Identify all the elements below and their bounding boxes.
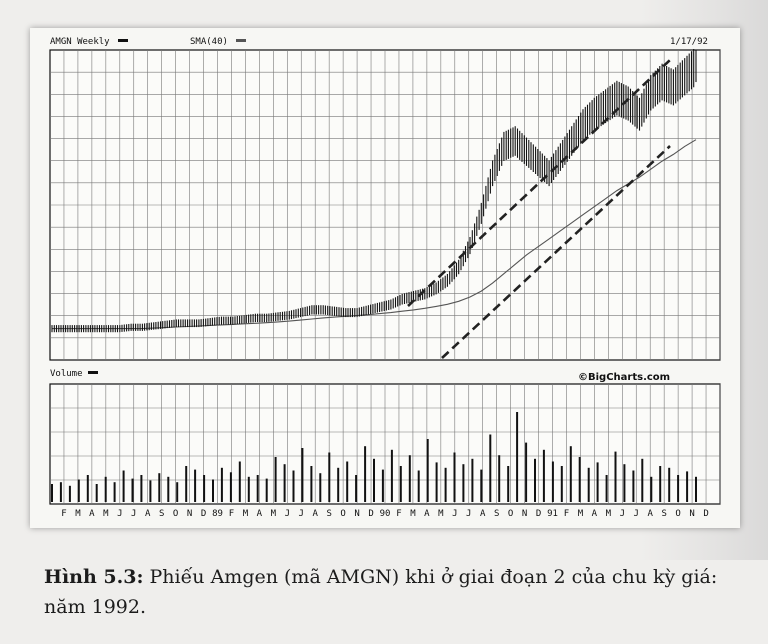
x-tick-label: F — [564, 509, 569, 519]
x-tick-label: A — [257, 509, 263, 519]
sma-legend-swatch — [236, 39, 246, 42]
x-tick-label: A — [424, 509, 430, 519]
x-tick-label: A — [89, 509, 95, 519]
price-legend-swatch — [118, 39, 128, 42]
x-tick-label: J — [299, 509, 304, 519]
x-tick-label: O — [340, 509, 345, 519]
x-tick-label: F — [396, 509, 401, 519]
x-tick-label: F — [61, 509, 66, 519]
x-tick-label: M — [243, 509, 249, 519]
x-tick-label: J — [620, 509, 625, 519]
x-tick-label: A — [480, 509, 486, 519]
x-tick-label: A — [312, 509, 318, 519]
x-tick-label: D — [368, 509, 373, 519]
x-tick-label: D — [201, 509, 206, 519]
x-tick-label: 90 — [380, 509, 391, 519]
x-tick-label: J — [452, 509, 457, 519]
source-credit: ©BigCharts.com — [578, 372, 670, 383]
x-tick-label: J — [131, 509, 136, 519]
x-tick-label: D — [703, 509, 708, 519]
x-tick-label: M — [410, 509, 416, 519]
x-tick-label: N — [689, 509, 694, 519]
x-tick-label: S — [159, 509, 164, 519]
caption-text: Phiếu Amgen (mã AMGN) khi ở giai đoạn 2 … — [44, 566, 718, 618]
x-tick-label: M — [75, 509, 81, 519]
x-tick-label: O — [173, 509, 178, 519]
sma-legend: SMA(40) — [190, 37, 228, 47]
x-tick-label: M — [271, 509, 277, 519]
stock-chart: F M A M J J A S O N D 89 F M A M J J A S O N D 90 F M A M J J A S O N D 91 F… — [49, 37, 721, 519]
x-tick-label: A — [592, 509, 598, 519]
x-tick-label: N — [187, 509, 192, 519]
x-tick-label: 91 — [547, 509, 558, 519]
x-tick-label: J — [634, 509, 639, 519]
x-tick-label: J — [285, 509, 290, 519]
x-tick-label: M — [438, 509, 444, 519]
x-tick-label: M — [606, 509, 612, 519]
x-tick-label: S — [494, 509, 499, 519]
x-tick-label: J — [117, 509, 122, 519]
x-tick-label: S — [326, 509, 331, 519]
price-legend-ticker: AMGN Weekly — [50, 37, 110, 47]
x-tick-label: O — [508, 509, 513, 519]
x-tick-label: M — [578, 509, 584, 519]
chart-figure: F M A M J J A S O N D 89 F M A M J J A S O N D 90 F M A M J J A S O N D 91 F… — [30, 28, 740, 528]
x-tick-label: N — [522, 509, 527, 519]
volume-legend: Volume — [50, 369, 83, 379]
volume-legend-swatch — [88, 371, 98, 374]
x-axis: F M A M J J A S O N D 89 F M A M J J A S O N D 90 F M A M J J A S O N D 91 F… — [61, 509, 709, 519]
x-tick-label: 89 — [212, 509, 223, 519]
trend-channel-upper — [407, 59, 671, 307]
x-tick-label: D — [536, 509, 541, 519]
x-tick-label: O — [675, 509, 680, 519]
sma-line — [52, 139, 697, 330]
trend-channel-lower — [441, 145, 671, 359]
chart-date: 1/17/92 — [670, 37, 708, 47]
x-tick-label: N — [354, 509, 359, 519]
volume-panel — [49, 383, 721, 505]
price-panel — [49, 49, 721, 361]
caption-label: Hình 5.3: — [44, 566, 144, 588]
x-tick-label: A — [647, 509, 653, 519]
figure-caption: Hình 5.3: Phiếu Amgen (mã AMGN) khi ở gi… — [44, 562, 744, 622]
x-tick-label: J — [466, 509, 471, 519]
x-tick-label: S — [661, 509, 666, 519]
x-tick-label: A — [145, 509, 151, 519]
x-tick-label: F — [229, 509, 234, 519]
x-tick-label: M — [103, 509, 109, 519]
